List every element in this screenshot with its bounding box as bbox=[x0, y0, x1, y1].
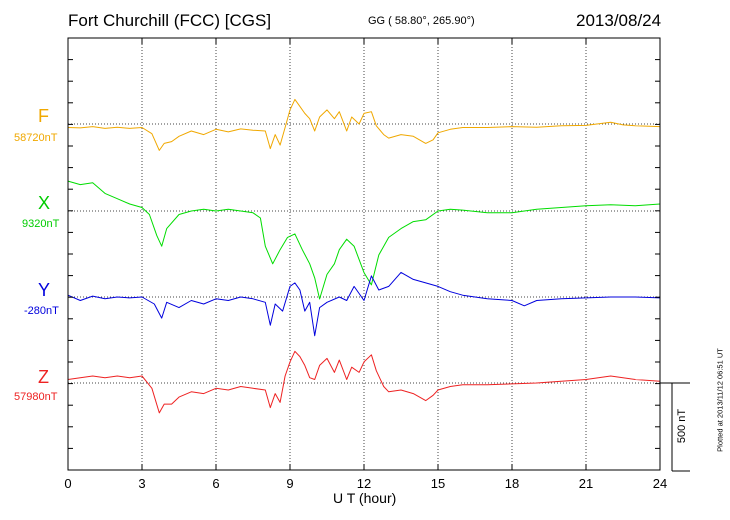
chart-date: 2013/08/24 bbox=[576, 11, 662, 30]
baseline-label-z: 57980nT bbox=[14, 391, 58, 403]
x-tick-labels: 0 3 6 9 12 15 18 21 24 bbox=[64, 476, 667, 491]
baseline-label-f: 58720nT bbox=[14, 132, 58, 144]
scale-bar bbox=[660, 382, 690, 472]
x-tick-label-21: 21 bbox=[579, 476, 593, 491]
axis-ticks bbox=[67, 38, 661, 470]
station-coordinates: GG ( 58.80°, 265.90°) bbox=[368, 15, 475, 27]
x-tick-label-24: 24 bbox=[653, 476, 667, 491]
x-tick-label-3: 3 bbox=[138, 476, 145, 491]
plotted-timestamp: Plotted at 2013/11/12 06:51 UT bbox=[715, 348, 725, 452]
chart-title: Fort Churchill (FCC) [CGS] bbox=[68, 11, 272, 30]
x-tick-label-6: 6 bbox=[212, 476, 219, 491]
x-tick-label-0: 0 bbox=[64, 476, 71, 491]
x-tick-label-9: 9 bbox=[286, 476, 293, 491]
component-label-f: F bbox=[38, 106, 49, 126]
x-tick-label-18: 18 bbox=[505, 476, 519, 491]
scale-bar-label: 500 nT bbox=[676, 408, 688, 444]
baseline-label-x: 9320nT bbox=[22, 218, 60, 230]
series-line-x bbox=[67, 180, 661, 300]
baseline-label-y: -280nT bbox=[24, 305, 59, 317]
series-line-z bbox=[67, 350, 661, 414]
x-tick-label-12: 12 bbox=[357, 476, 371, 491]
component-label-x: X bbox=[38, 193, 51, 213]
series-lines bbox=[67, 98, 661, 414]
component-label-z: Z bbox=[38, 367, 49, 387]
series-line-f bbox=[67, 98, 661, 151]
component-label-y: Y bbox=[38, 280, 51, 300]
x-axis-label: U T (hour) bbox=[333, 490, 397, 506]
grid bbox=[141, 38, 587, 470]
x-tick-label-15: 15 bbox=[431, 476, 445, 491]
series-line-y bbox=[67, 271, 661, 337]
